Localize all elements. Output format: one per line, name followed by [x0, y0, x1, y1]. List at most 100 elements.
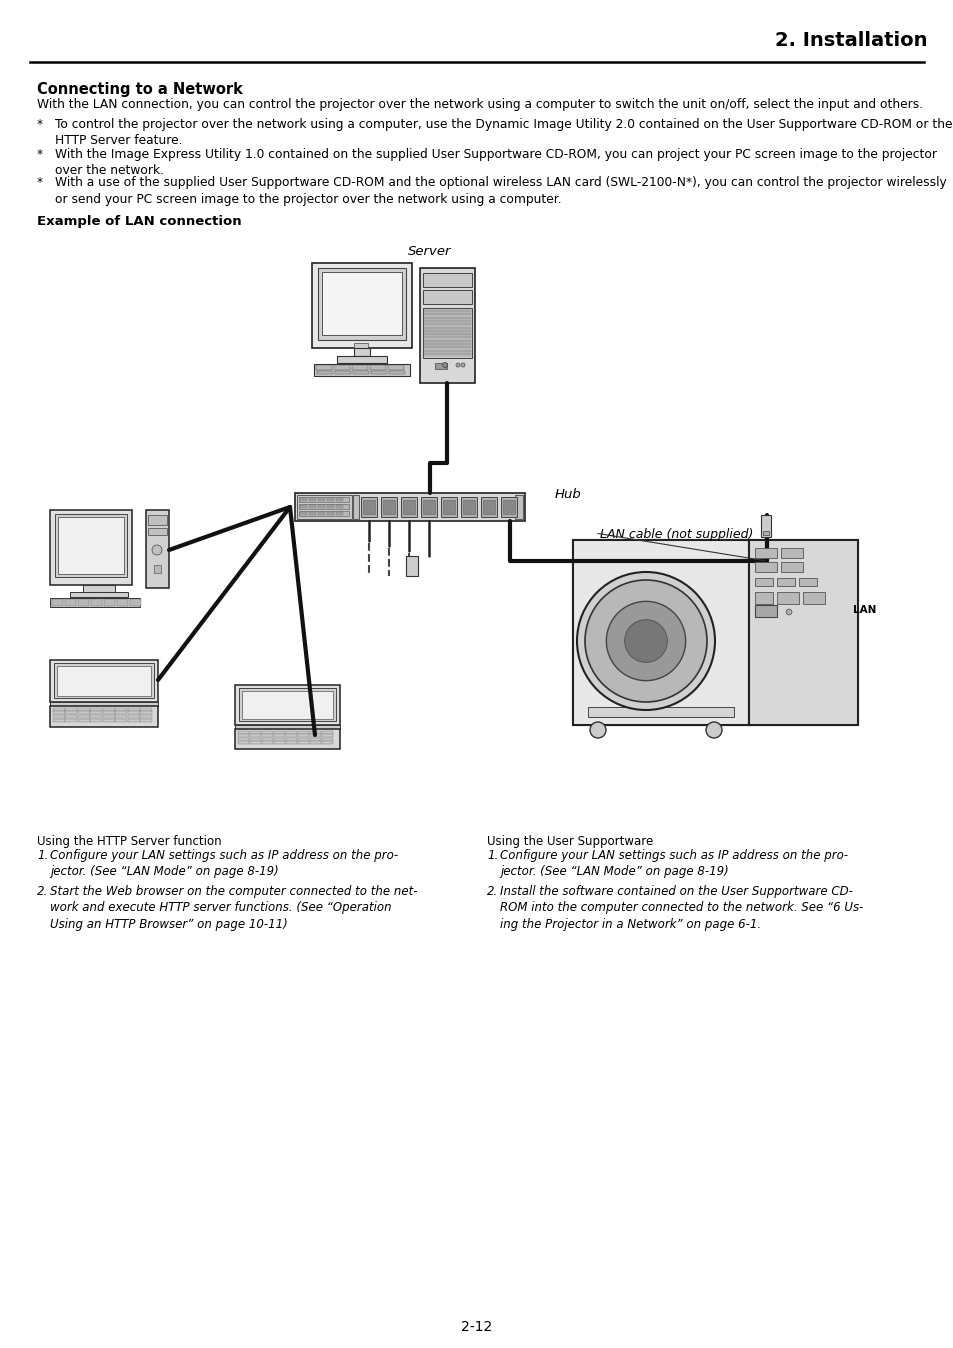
Bar	[435, 363, 447, 369]
Bar	[354, 342, 368, 348]
Bar	[371, 371, 387, 373]
Circle shape	[705, 723, 721, 737]
Bar	[115, 714, 127, 718]
Circle shape	[577, 572, 714, 710]
Bar	[502, 500, 515, 514]
Bar	[423, 346, 471, 348]
Bar	[103, 714, 115, 718]
Bar	[310, 737, 320, 741]
Bar	[748, 541, 857, 725]
Bar	[65, 718, 77, 723]
Circle shape	[456, 363, 459, 367]
Bar	[234, 685, 339, 725]
Bar	[423, 326, 471, 329]
Bar	[360, 497, 376, 518]
Bar	[322, 272, 401, 336]
Bar	[314, 364, 410, 376]
Bar	[237, 741, 249, 744]
Bar	[380, 497, 396, 518]
Bar	[298, 497, 349, 501]
Bar	[462, 500, 475, 514]
Text: Start the Web browser on the computer connected to the net-
work and execute HTT: Start the Web browser on the computer co…	[50, 886, 417, 931]
Bar	[297, 735, 309, 737]
Bar	[423, 333, 471, 336]
Bar	[54, 663, 153, 698]
Bar	[353, 495, 358, 519]
Bar	[239, 687, 335, 721]
Circle shape	[785, 609, 791, 615]
Bar	[140, 718, 152, 723]
Bar	[573, 541, 857, 725]
Bar	[406, 555, 417, 576]
Bar	[65, 599, 76, 607]
Bar	[422, 307, 472, 359]
Bar	[312, 263, 412, 348]
Bar	[148, 528, 167, 535]
Bar	[91, 599, 102, 607]
Bar	[762, 531, 768, 535]
Bar	[90, 714, 102, 718]
Text: *: *	[37, 119, 43, 131]
Bar	[65, 708, 77, 710]
Bar	[402, 500, 415, 514]
Bar	[286, 737, 296, 741]
Bar	[297, 741, 309, 744]
Text: To control the projector over the network using a computer, use the Dynamic Imag: To control the projector over the networ…	[55, 119, 951, 147]
Bar	[335, 512, 343, 515]
Bar	[146, 510, 169, 588]
Text: Example of LAN connection: Example of LAN connection	[37, 214, 241, 228]
Bar	[55, 514, 127, 577]
Bar	[419, 268, 475, 383]
Bar	[274, 737, 285, 741]
Bar	[50, 706, 158, 727]
Bar	[322, 741, 333, 744]
Bar	[128, 714, 140, 718]
Bar	[423, 324, 471, 325]
Bar	[423, 313, 471, 315]
Circle shape	[624, 620, 667, 662]
Bar	[327, 497, 334, 501]
Bar	[400, 497, 416, 518]
Bar	[353, 371, 369, 373]
Bar	[423, 340, 471, 341]
Bar	[130, 599, 141, 607]
Bar	[286, 741, 296, 744]
Bar	[327, 512, 334, 515]
Text: Install the software contained on the User Supportware CD-
ROM into the computer: Install the software contained on the Us…	[499, 886, 862, 931]
Bar	[90, 708, 102, 710]
Text: With the LAN connection, you can control the projector over the network using a : With the LAN connection, you can control…	[37, 98, 923, 111]
Bar	[422, 500, 435, 514]
Bar	[78, 714, 90, 718]
Text: With a use of the supplied User Supportware CD-ROM and the optional wireless LAN: With a use of the supplied User Supportw…	[55, 177, 945, 205]
Bar	[53, 718, 65, 723]
Bar	[781, 549, 802, 558]
Text: 1.: 1.	[37, 849, 49, 861]
Circle shape	[589, 723, 605, 737]
Bar	[760, 515, 770, 537]
Bar	[327, 506, 334, 508]
Bar	[115, 718, 127, 723]
Bar	[500, 497, 517, 518]
Bar	[237, 737, 249, 741]
Bar	[309, 497, 315, 501]
Text: LAN: LAN	[852, 605, 876, 615]
Bar	[440, 497, 456, 518]
Bar	[250, 735, 261, 737]
Text: 1.: 1.	[486, 849, 497, 861]
Bar	[50, 702, 158, 706]
Bar	[242, 692, 333, 718]
Bar	[423, 319, 471, 322]
Bar	[322, 737, 333, 741]
Bar	[262, 737, 273, 741]
Text: Server: Server	[408, 245, 452, 257]
Bar	[334, 365, 350, 369]
Bar	[310, 731, 320, 735]
Bar	[423, 349, 471, 352]
Bar	[587, 706, 733, 717]
Bar	[53, 714, 65, 718]
Bar	[299, 512, 307, 515]
Bar	[274, 735, 285, 737]
Bar	[83, 585, 115, 592]
Bar	[103, 708, 115, 710]
Bar	[754, 549, 776, 558]
